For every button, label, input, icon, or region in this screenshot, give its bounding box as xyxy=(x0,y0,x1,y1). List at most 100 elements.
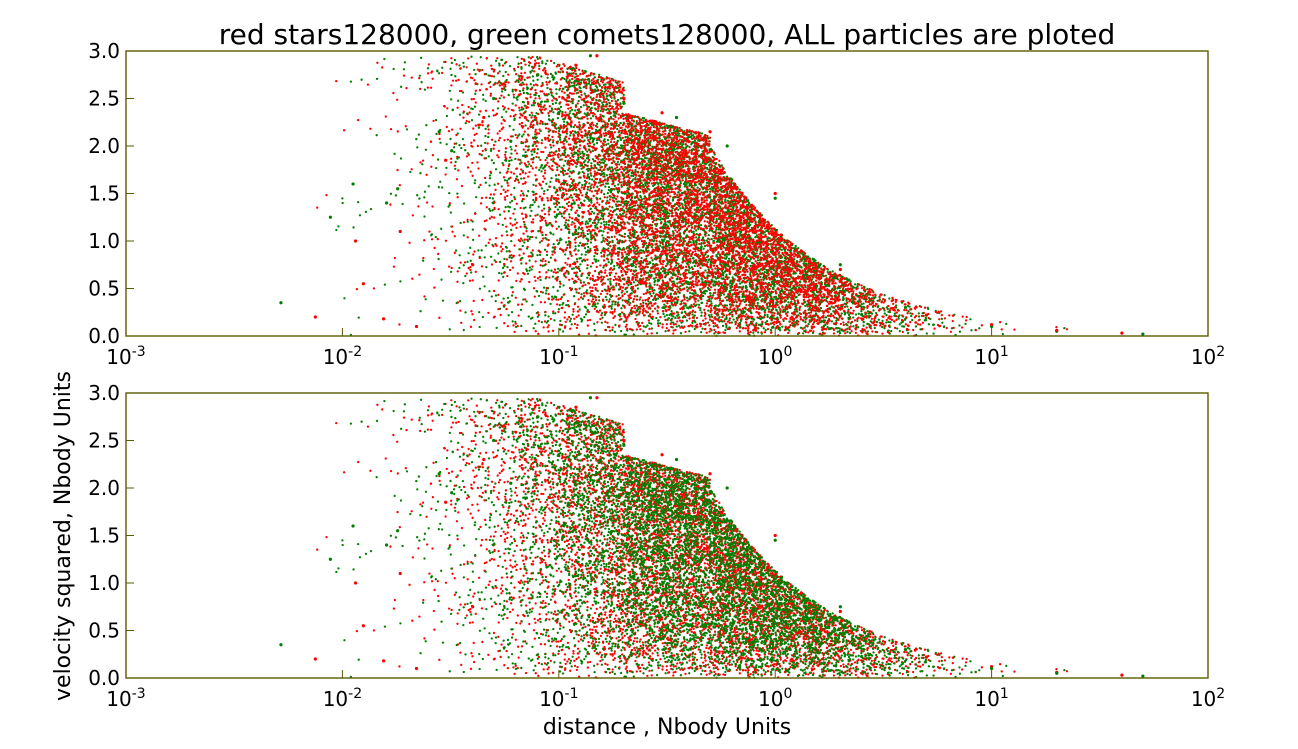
comet-point xyxy=(520,262,522,264)
comet-point xyxy=(596,186,598,188)
top-scatter-points xyxy=(279,54,1144,337)
comet-point xyxy=(509,146,511,148)
comet-point xyxy=(474,105,476,107)
comet-point xyxy=(583,316,585,318)
comet-point xyxy=(615,284,617,286)
comet-point xyxy=(769,237,771,239)
comet-point xyxy=(532,75,534,77)
comet-point xyxy=(534,94,536,96)
comet-point xyxy=(639,299,641,301)
comet-point xyxy=(579,279,581,281)
comet-point xyxy=(702,292,704,294)
comet-point xyxy=(478,127,480,129)
comet-point xyxy=(441,67,443,69)
comet-point xyxy=(611,308,613,310)
comet-point xyxy=(583,104,585,106)
comet-point xyxy=(573,267,575,269)
comet-point xyxy=(561,206,563,208)
comet-point xyxy=(470,107,472,109)
comet-point xyxy=(464,311,466,313)
comet-point xyxy=(401,203,403,205)
comet-point xyxy=(463,329,465,331)
comet-point xyxy=(614,185,616,187)
comet-point xyxy=(657,183,659,185)
comet-point xyxy=(614,303,616,305)
comet-point xyxy=(510,229,512,231)
comet-point xyxy=(590,265,592,267)
comet-point xyxy=(537,230,539,232)
comet-point xyxy=(514,208,516,210)
comet-point xyxy=(501,273,503,275)
comet-point xyxy=(739,188,741,190)
comet-point xyxy=(676,325,678,327)
comet-point xyxy=(677,263,679,265)
comet-point xyxy=(458,267,460,269)
comet-point xyxy=(618,163,620,165)
comet-point xyxy=(881,320,883,322)
comet-point xyxy=(400,157,402,159)
comet-point xyxy=(428,185,430,187)
comet-point xyxy=(521,200,523,202)
comet-point xyxy=(423,196,425,198)
comet-point xyxy=(422,260,424,262)
comet-point xyxy=(584,92,586,94)
comet-point xyxy=(477,249,479,251)
comet-point xyxy=(691,149,693,151)
comet-point xyxy=(766,314,768,316)
comet-point xyxy=(704,290,706,292)
comet-point xyxy=(518,133,520,135)
comet-point xyxy=(539,279,541,281)
comet-point xyxy=(489,210,491,212)
comet-point xyxy=(467,252,469,254)
comet-point xyxy=(848,314,850,316)
comet-point xyxy=(549,181,551,183)
comet-point xyxy=(907,310,909,312)
comet-point xyxy=(455,161,457,163)
comet-point xyxy=(459,114,461,116)
comet-point xyxy=(543,207,545,209)
comet-point xyxy=(899,330,901,332)
comet-point xyxy=(497,252,499,254)
comet-point xyxy=(866,323,868,325)
comet-point xyxy=(501,59,503,61)
comet-point xyxy=(678,325,680,327)
comet-point xyxy=(959,331,961,333)
comet-point xyxy=(484,256,486,258)
comet-point xyxy=(1002,333,1004,335)
comet-point xyxy=(579,263,581,265)
comet-point xyxy=(557,290,559,292)
comet-point xyxy=(462,282,464,284)
comet-point xyxy=(587,161,589,163)
comet-point xyxy=(800,327,802,329)
comet-point xyxy=(646,324,648,326)
comet-point xyxy=(579,242,581,244)
comet-point xyxy=(578,226,580,228)
comet-point xyxy=(506,266,508,268)
comet-point xyxy=(637,287,639,289)
comet-point xyxy=(470,271,472,273)
comet-point xyxy=(465,122,467,124)
comet-point xyxy=(597,110,599,112)
comet-point xyxy=(958,324,960,326)
comet-point xyxy=(506,250,508,252)
comet-point xyxy=(552,286,554,288)
comet-point xyxy=(528,315,530,317)
top-panel: 10-3 10-2 10-1 100 101 102 0.00.51.01.52.02.5… xyxy=(88,39,1225,369)
comet-point xyxy=(1063,327,1065,329)
comet-point xyxy=(564,152,566,154)
comet-point xyxy=(600,222,602,224)
comet-point xyxy=(941,322,943,324)
comet-point xyxy=(618,294,620,296)
comet-point xyxy=(540,103,542,105)
comet-point xyxy=(534,323,536,325)
comet-point xyxy=(541,187,543,189)
comet-point xyxy=(580,156,582,158)
comet-point xyxy=(596,123,598,125)
comet-point xyxy=(651,175,653,177)
comet-point xyxy=(764,329,766,331)
comet-point xyxy=(604,314,606,316)
comet-point xyxy=(511,286,513,288)
comet-point xyxy=(552,103,554,105)
comet-point xyxy=(495,294,497,296)
